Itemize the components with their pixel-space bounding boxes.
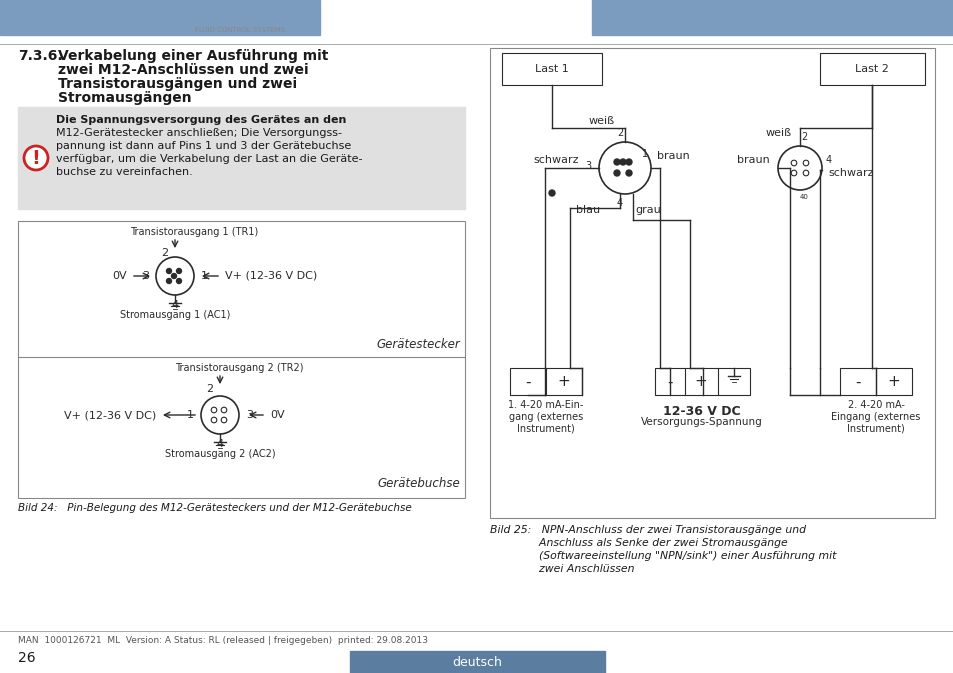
Text: 4: 4	[172, 300, 178, 310]
Text: schwarz: schwarz	[827, 168, 873, 178]
Text: weiß: weiß	[765, 128, 791, 138]
Text: Stromausgängen: Stromausgängen	[58, 91, 192, 105]
Text: deutsch: deutsch	[452, 656, 501, 668]
Text: bürkert: bürkert	[195, 7, 284, 27]
Text: verfügbar, um die Verkabelung der Last an die Geräte-: verfügbar, um die Verkabelung der Last a…	[56, 154, 362, 164]
Text: +: +	[886, 374, 900, 390]
Text: 1: 1	[641, 149, 647, 159]
Text: pannung ist dann auf Pins 1 und 3 der Gerätebuchse: pannung ist dann auf Pins 1 und 3 der Ge…	[56, 141, 351, 151]
Text: (Softwareeinstellung "NPN/sink") einer Ausführung mit: (Softwareeinstellung "NPN/sink") einer A…	[490, 551, 836, 561]
Text: 2: 2	[161, 248, 168, 258]
Circle shape	[625, 170, 631, 176]
Text: braun: braun	[737, 155, 769, 165]
Text: Stromausgang 1 (AC1): Stromausgang 1 (AC1)	[120, 310, 230, 320]
Bar	[501, 53, 601, 85]
Text: M12-Gerätestecker anschließen; Die Versorgungss-: M12-Gerätestecker anschließen; Die Verso…	[56, 128, 341, 138]
Text: 2: 2	[617, 128, 622, 138]
Text: Bild 25:   NPN-Anschluss der zwei Transistorausgänge und: Bild 25: NPN-Anschluss der zwei Transist…	[490, 525, 805, 535]
Text: Installation und Verkabelung: Installation und Verkabelung	[607, 20, 786, 34]
Text: -: -	[525, 374, 530, 390]
Text: 0V: 0V	[270, 410, 284, 420]
Text: 0V: 0V	[112, 271, 127, 281]
Text: Transistorausgängen und zwei: Transistorausgängen und zwei	[58, 77, 296, 91]
Text: 3: 3	[142, 271, 149, 281]
Text: -: -	[666, 374, 672, 390]
Text: Gerätebuchse: Gerätebuchse	[376, 477, 459, 490]
Text: 1. 4-20 mA-Ein-
gang (externes
Instrument): 1. 4-20 mA-Ein- gang (externes Instrumen…	[508, 400, 583, 433]
Circle shape	[167, 269, 172, 273]
Text: buchse zu vereinfachen.: buchse zu vereinfachen.	[56, 167, 193, 177]
Bar	[350, 651, 604, 673]
Bar	[592, 0, 953, 35]
Text: -: -	[854, 374, 860, 390]
Text: Versorgungs-Spannung: Versorgungs-Spannung	[640, 417, 762, 427]
Text: 3: 3	[584, 161, 590, 171]
Text: !: !	[31, 149, 40, 168]
Circle shape	[172, 273, 176, 279]
Circle shape	[167, 279, 172, 283]
Text: zwei M12-Anschlüssen und zwei: zwei M12-Anschlüssen und zwei	[58, 63, 309, 77]
Bar	[0, 0, 319, 35]
Text: Anschluss als Senke der zwei Stromausgänge: Anschluss als Senke der zwei Stromausgän…	[490, 538, 787, 548]
Circle shape	[614, 170, 619, 176]
Text: 40: 40	[799, 194, 807, 200]
Text: 2: 2	[206, 384, 213, 394]
Circle shape	[619, 159, 625, 165]
Text: blau: blau	[576, 205, 599, 215]
Text: Bild 24:   Pin-Belegung des M12-Gerätesteckers und der M12-Gerätebuchse: Bild 24: Pin-Belegung des M12-Gerätestec…	[18, 503, 412, 513]
Text: 26: 26	[18, 651, 35, 665]
Circle shape	[24, 146, 48, 170]
Bar	[820, 53, 924, 85]
Text: V+ (12-36 V DC): V+ (12-36 V DC)	[64, 410, 156, 420]
Bar	[655, 368, 749, 395]
Bar	[18, 107, 464, 209]
Text: Verkabelung einer Ausführung mit: Verkabelung einer Ausführung mit	[58, 49, 328, 63]
Text: Last 1: Last 1	[535, 64, 568, 74]
Text: Die Spannungsversorgung des Gerätes an den: Die Spannungsversorgung des Gerätes an d…	[56, 115, 346, 125]
Text: 3: 3	[246, 410, 253, 420]
Text: 2. 4-20 mA-
Eingang (externes
Instrument): 2. 4-20 mA- Eingang (externes Instrument…	[830, 400, 920, 433]
Text: 7.3.6.: 7.3.6.	[18, 49, 63, 63]
Text: 2: 2	[800, 132, 806, 142]
Text: Transistorausgang 1 (TR1): Transistorausgang 1 (TR1)	[130, 227, 258, 237]
Text: 12-36 V DC: 12-36 V DC	[662, 405, 740, 418]
Text: 4: 4	[617, 198, 622, 208]
Text: braun: braun	[657, 151, 689, 161]
Circle shape	[548, 190, 555, 196]
Text: schwarz: schwarz	[533, 155, 578, 165]
Circle shape	[176, 269, 181, 273]
Text: +: +	[558, 374, 570, 390]
Circle shape	[176, 279, 181, 283]
Text: Gerätestecker: Gerätestecker	[375, 338, 459, 351]
Text: weiß: weiß	[588, 116, 615, 126]
Text: +: +	[694, 374, 706, 390]
Text: 4: 4	[216, 439, 223, 449]
Text: FLUID CONTROL SYSTEMS: FLUID CONTROL SYSTEMS	[194, 27, 285, 33]
Circle shape	[614, 159, 619, 165]
Text: Type 8026 - 8036 - 8076: Type 8026 - 8036 - 8076	[607, 7, 796, 21]
Text: 1: 1	[187, 410, 193, 420]
Text: grau: grau	[635, 205, 660, 215]
Text: 4: 4	[825, 155, 831, 165]
Text: Stromausgang 2 (AC2): Stromausgang 2 (AC2)	[165, 449, 275, 459]
Bar	[18, 221, 464, 498]
Text: Last 2: Last 2	[854, 64, 888, 74]
Bar	[510, 368, 581, 395]
Bar	[840, 368, 911, 395]
Bar	[490, 48, 934, 518]
Circle shape	[625, 159, 631, 165]
Text: Transistorausgang 2 (TR2): Transistorausgang 2 (TR2)	[174, 363, 303, 373]
Text: zwei Anschlüssen: zwei Anschlüssen	[490, 564, 634, 574]
Text: V+ (12-36 V DC): V+ (12-36 V DC)	[225, 271, 317, 281]
Text: 1: 1	[201, 271, 208, 281]
Text: MAN  1000126721  ML  Version: A Status: RL (released | freigegeben)  printed: 29: MAN 1000126721 ML Version: A Status: RL …	[18, 636, 428, 645]
